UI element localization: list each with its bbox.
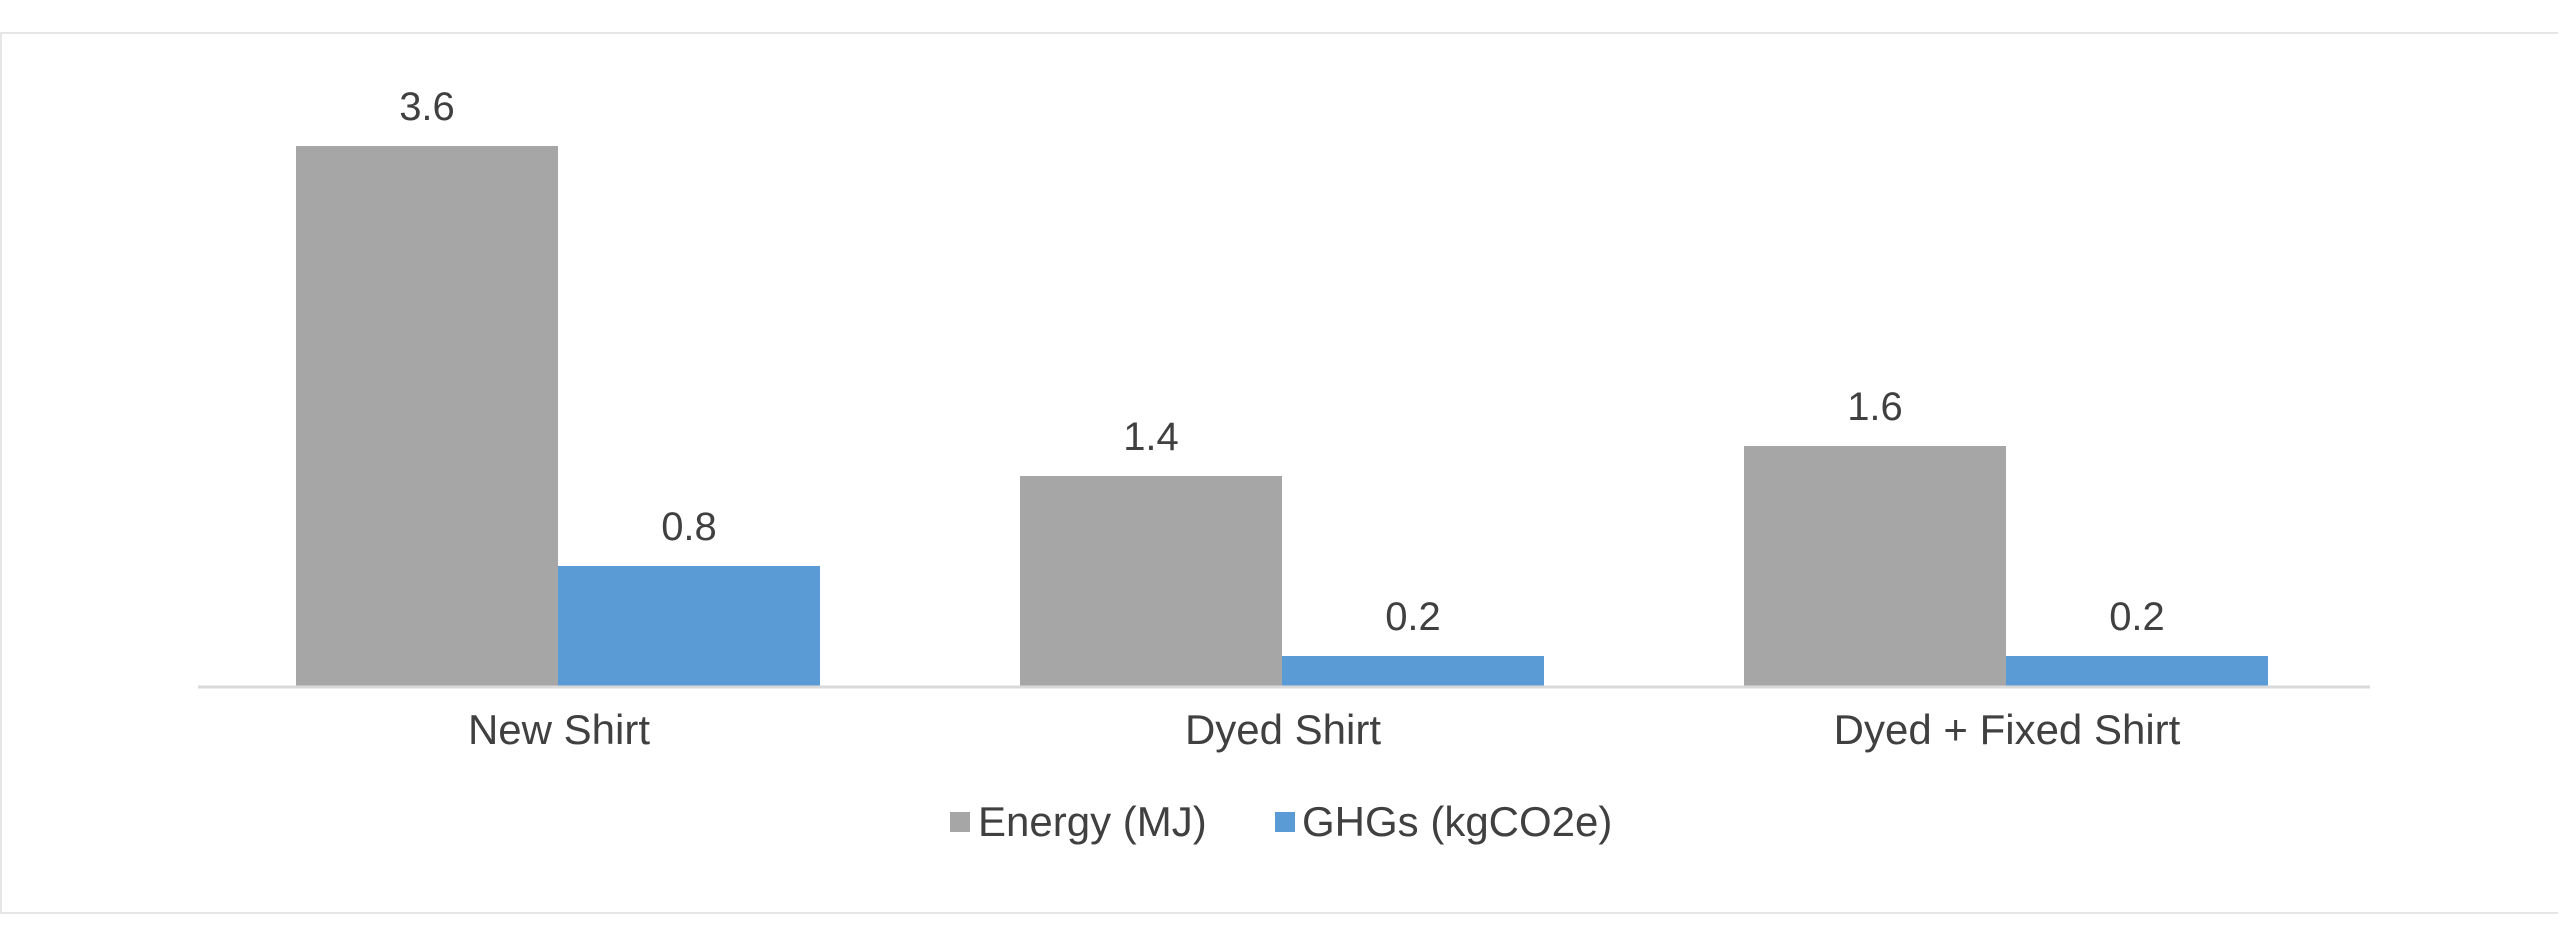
- data-label-dyed-shirt-ghgs-kgco2e: 0.2: [1385, 595, 1441, 639]
- bar-new-shirt-energy-mj: [296, 146, 558, 686]
- legend-label-energy-mj: Energy (MJ): [978, 798, 1207, 845]
- bars-layer: [296, 146, 2268, 686]
- legend-label-ghgs-kgco2e: GHGs (kgCO2e): [1302, 798, 1612, 845]
- category-labels-layer: New Shirt Dyed Shirt Dyed + Fixed Shirt: [468, 706, 2181, 753]
- bar-new-shirt-ghgs-kgco2e: [558, 566, 820, 686]
- data-label-dyed-fixed-shirt-energy-mj: 1.6: [1847, 385, 1903, 429]
- bar-dyed-shirt-ghgs-kgco2e: [1282, 656, 1544, 686]
- category-label-dyed-shirt: Dyed Shirt: [1185, 706, 1381, 753]
- data-labels-layer: 3.6 0.8 1.4 0.2 1.6 0.2: [399, 85, 2165, 639]
- data-label-dyed-fixed-shirt-ghgs-kgco2e: 0.2: [2109, 595, 2165, 639]
- category-label-dyed-fixed-shirt: Dyed + Fixed Shirt: [1834, 706, 2181, 753]
- legend: Energy (MJ) GHGs (kgCO2e): [950, 798, 1612, 845]
- legend-swatch-ghgs-kgco2e: [1275, 812, 1295, 832]
- legend-swatch-energy-mj: [950, 812, 970, 832]
- bar-dyed-fixed-shirt-energy-mj: [1744, 446, 2006, 686]
- category-label-new-shirt: New Shirt: [468, 706, 650, 753]
- bar-dyed-shirt-energy-mj: [1020, 476, 1282, 686]
- data-label-new-shirt-ghgs-kgco2e: 0.8: [661, 505, 717, 549]
- data-label-new-shirt-energy-mj: 3.6: [399, 85, 455, 129]
- bar-dyed-fixed-shirt-ghgs-kgco2e: [2006, 656, 2268, 686]
- data-label-dyed-shirt-energy-mj: 1.4: [1123, 415, 1179, 459]
